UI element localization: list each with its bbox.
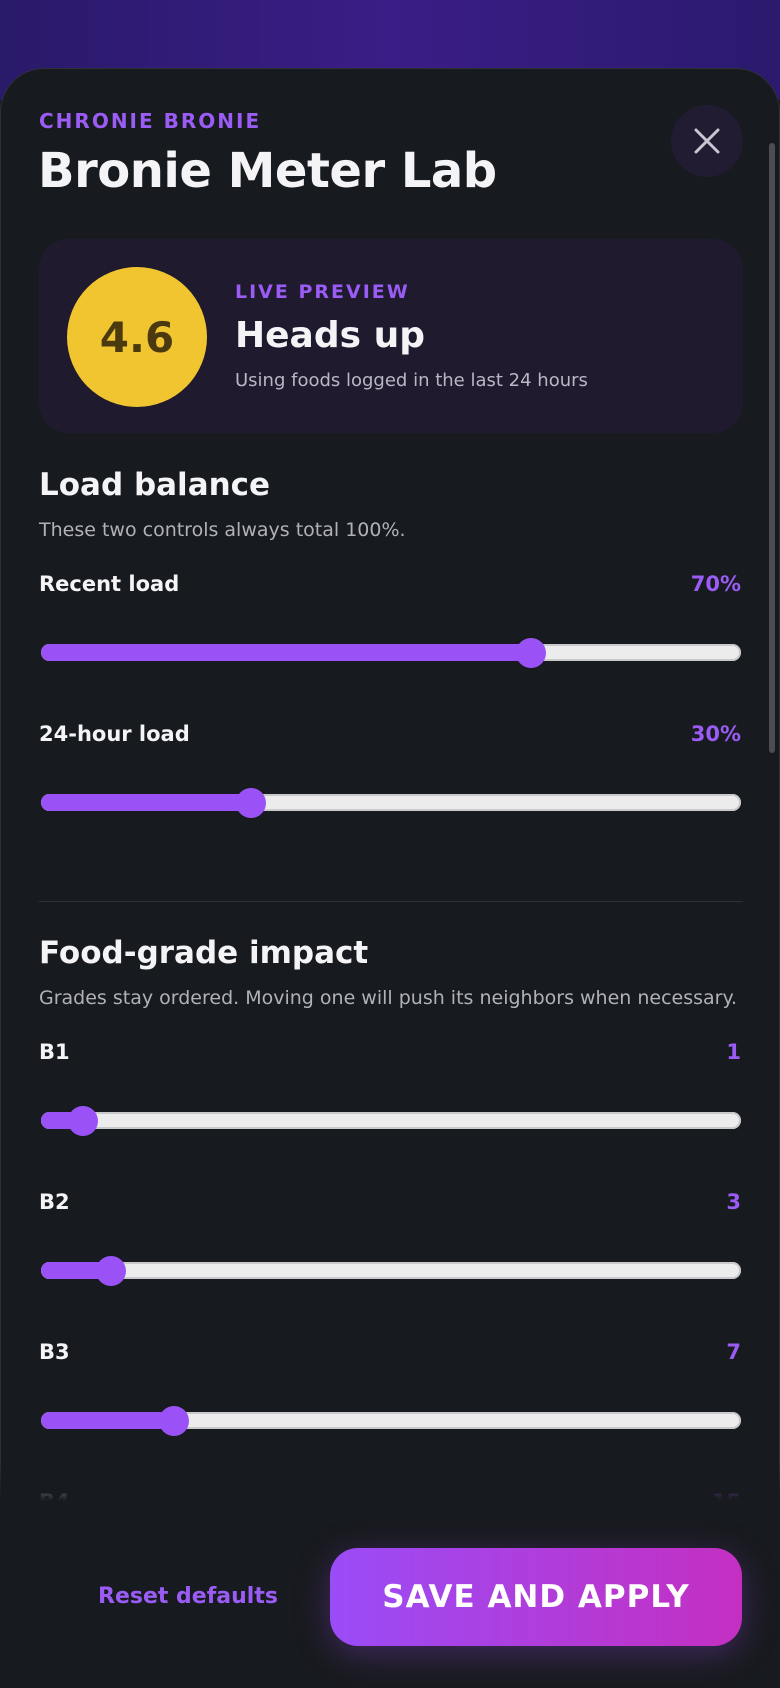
page-title: Bronie Meter Lab [38, 143, 497, 199]
preview-status: Heads up [235, 315, 425, 356]
preview-label: LIVE PREVIEW [235, 281, 410, 303]
grade-impact-title: Food-grade impact [39, 935, 369, 971]
save-and-apply-button[interactable]: SAVE AND APPLY [330, 1548, 742, 1646]
b2-slider[interactable] [41, 1254, 741, 1288]
settings-sheet: CHRONIE BRONIE Bronie Meter Lab 4.6 LIVE… [0, 68, 780, 1688]
reset-defaults-button[interactable]: Reset defaults [98, 1584, 278, 1609]
b3-slider[interactable] [41, 1404, 741, 1438]
slider-thumb[interactable] [96, 1256, 126, 1286]
load-balance-description: These two controls always total 100%. [39, 519, 406, 541]
score-badge: 4.6 [67, 267, 207, 407]
recent-load-label: Recent load [39, 572, 180, 596]
slider-fill [41, 644, 541, 661]
b1-slider[interactable] [41, 1104, 741, 1138]
recent-load-value: 70% [690, 572, 741, 596]
recent-load-slider[interactable] [41, 636, 741, 670]
24-hour-load-slider[interactable] [41, 786, 741, 820]
preview-subtitle: Using foods logged in the last 24 hours [235, 370, 588, 391]
slider-track [41, 1262, 741, 1279]
b3-value: 7 [726, 1340, 741, 1364]
24-hour-load-value: 30% [690, 722, 741, 746]
slider-thumb[interactable] [68, 1106, 98, 1136]
slider-thumb[interactable] [159, 1406, 189, 1436]
b2-label: B2 [39, 1190, 70, 1214]
load-balance-title: Load balance [39, 467, 271, 503]
close-button[interactable] [671, 105, 743, 177]
scrollbar[interactable] [769, 143, 775, 753]
slider-track [41, 1112, 741, 1129]
live-preview-card: 4.6 LIVE PREVIEW Heads up Using foods lo… [39, 239, 743, 433]
b1-value: 1 [726, 1040, 741, 1064]
section-divider [39, 901, 743, 902]
b1-label: B1 [39, 1040, 70, 1064]
b2-value: 3 [726, 1190, 741, 1214]
24-hour-load-label: 24-hour load [39, 722, 190, 746]
slider-fill [41, 1412, 184, 1429]
b3-label: B3 [39, 1340, 70, 1364]
close-icon [694, 128, 720, 154]
slider-fill [41, 794, 261, 811]
slider-thumb[interactable] [516, 638, 546, 668]
app-eyebrow: CHRONIE BRONIE [39, 109, 262, 133]
grade-impact-description: Grades stay ordered. Moving one will pus… [39, 987, 738, 1009]
slider-thumb[interactable] [236, 788, 266, 818]
slider-track [41, 1412, 741, 1429]
